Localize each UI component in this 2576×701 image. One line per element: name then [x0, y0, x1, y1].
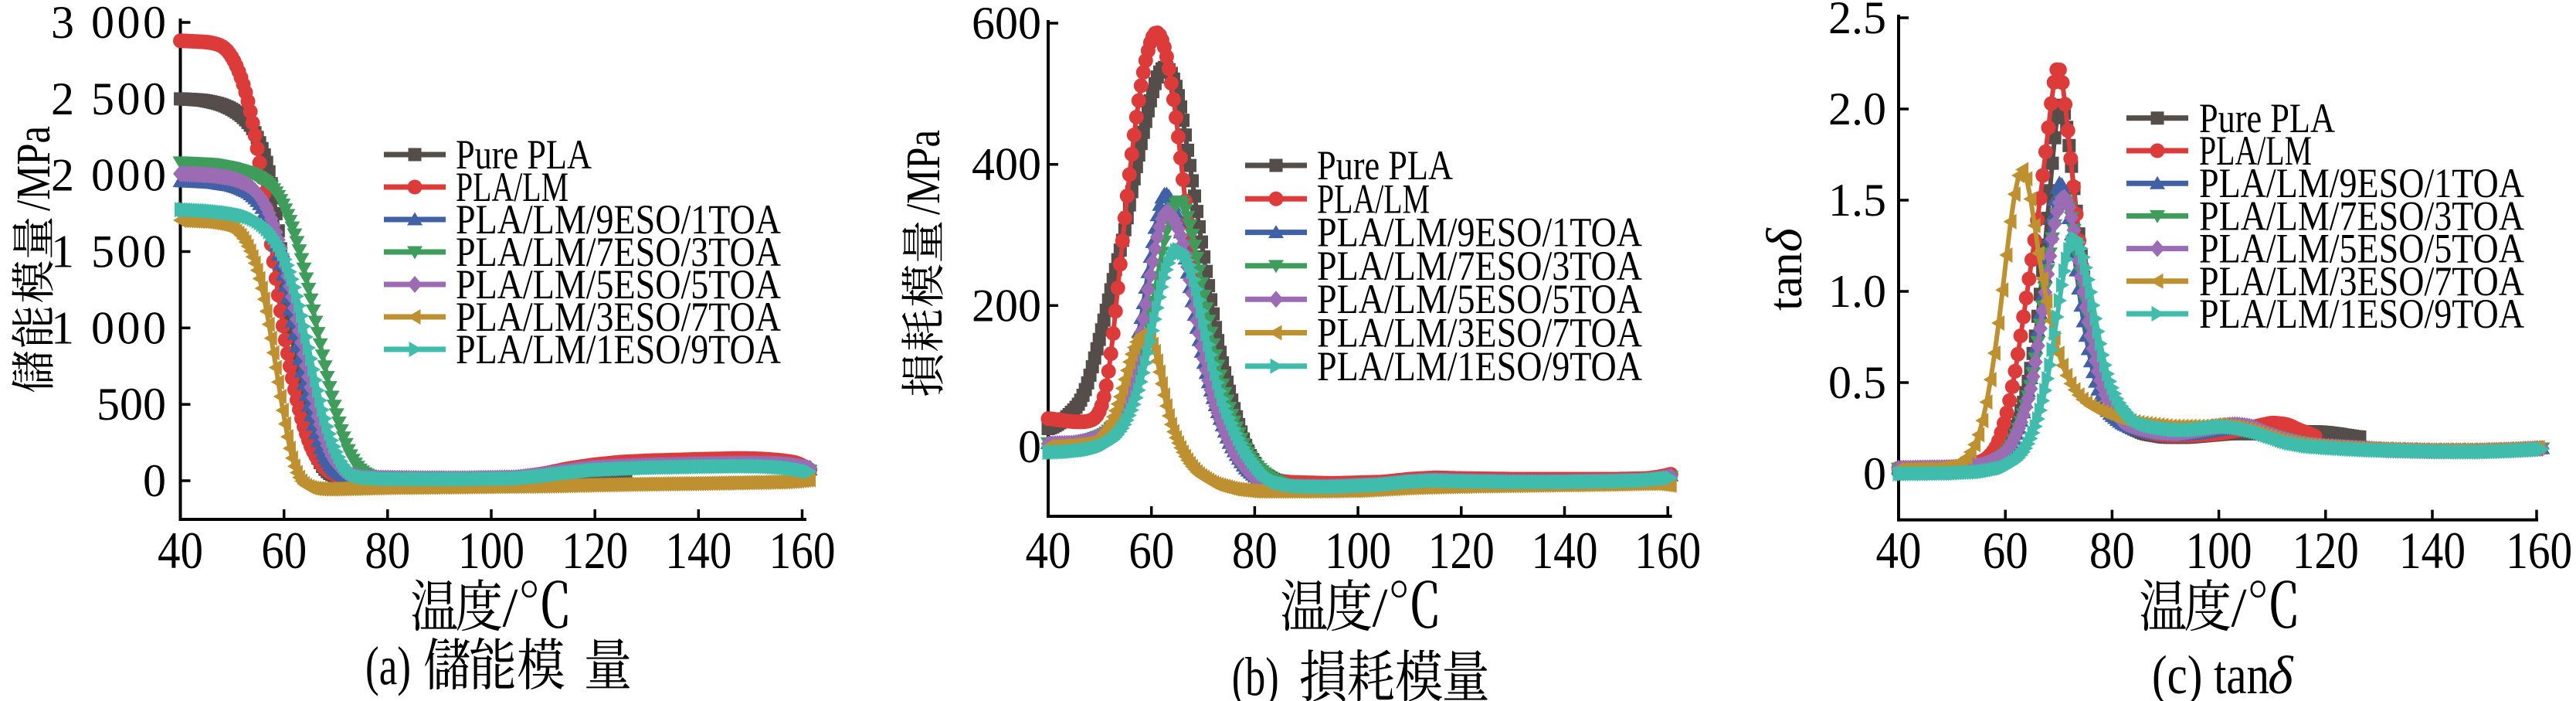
- svg-text:100: 100: [458, 521, 524, 580]
- svg-text:500: 500: [97, 379, 166, 430]
- svg-text:/: /: [1373, 577, 1388, 639]
- svg-text:PLA/LM/5ESO/5TOA: PLA/LM/5ESO/5TOA: [456, 261, 781, 308]
- svg-text:(a): (a): [365, 637, 411, 697]
- svg-text:PLA/LM/7ESO/3TOA: PLA/LM/7ESO/3TOA: [456, 229, 781, 275]
- svg-text:160: 160: [769, 521, 836, 580]
- svg-text:PLA/LM/7ESO/3TOA: PLA/LM/7ESO/3TOA: [1317, 243, 1642, 289]
- svg-text:1 000: 1 000: [51, 302, 166, 353]
- svg-text:80: 80: [365, 521, 410, 580]
- svg-text:(c) tan: (c) tan: [2152, 645, 2269, 701]
- svg-text:0: 0: [1018, 421, 1041, 472]
- svg-text:0: 0: [1863, 448, 1886, 499]
- svg-text:40: 40: [1026, 521, 1071, 580]
- svg-text:120: 120: [562, 521, 628, 580]
- svg-text:PLA/LM/3ESO/7TOA: PLA/LM/3ESO/7TOA: [1317, 310, 1642, 356]
- svg-text:100: 100: [1325, 521, 1391, 580]
- svg-text:PLA/LM/9ESO/1TOA: PLA/LM/9ESO/1TOA: [1317, 209, 1642, 256]
- svg-text:60: 60: [1983, 521, 2028, 580]
- svg-text:PLA/LM/5ESO/5TOA: PLA/LM/5ESO/5TOA: [1317, 276, 1642, 322]
- svg-text:δ: δ: [1756, 227, 1813, 252]
- svg-text:160: 160: [1634, 521, 1701, 580]
- svg-text:3 000: 3 000: [51, 0, 166, 48]
- svg-text:PLA/LM/1ESO/9TOA: PLA/LM/1ESO/9TOA: [2199, 291, 2524, 337]
- svg-text:/MPa: /MPa: [898, 130, 950, 215]
- svg-text:400: 400: [972, 139, 1041, 190]
- svg-text:80: 80: [1232, 521, 1278, 580]
- svg-text:40: 40: [1876, 521, 1922, 580]
- svg-text:140: 140: [665, 521, 731, 580]
- svg-text:160: 160: [2506, 521, 2572, 580]
- svg-text:δ: δ: [2268, 646, 2294, 701]
- svg-text:1 500: 1 500: [51, 226, 166, 277]
- svg-text:200: 200: [972, 280, 1041, 331]
- svg-text:Pure PLA: Pure PLA: [2199, 95, 2335, 141]
- svg-text:2.5: 2.5: [1828, 0, 1886, 43]
- svg-text:Pure PLA: Pure PLA: [1317, 142, 1453, 189]
- svg-text:Pure PLA: Pure PLA: [456, 131, 592, 178]
- svg-text:(b): (b): [1232, 648, 1279, 701]
- svg-text:PLA/LM/9ESO/1TOA: PLA/LM/9ESO/1TOA: [456, 196, 781, 243]
- svg-text:PLA/LM: PLA/LM: [456, 164, 568, 210]
- svg-text:60: 60: [261, 521, 307, 580]
- svg-text:tan: tan: [1760, 252, 1812, 311]
- svg-text:1.5: 1.5: [1828, 175, 1886, 226]
- svg-text:PLA/LM/1ESO/9TOA: PLA/LM/1ESO/9TOA: [1317, 343, 1642, 390]
- svg-text:60: 60: [1128, 521, 1174, 580]
- svg-text:2 000: 2 000: [51, 150, 166, 201]
- svg-text:120: 120: [2293, 521, 2359, 580]
- svg-text:140: 140: [1532, 521, 1598, 580]
- svg-text:1.0: 1.0: [1828, 266, 1886, 317]
- svg-text:/MPa: /MPa: [8, 126, 60, 211]
- svg-text:2.0: 2.0: [1828, 83, 1886, 134]
- svg-text:/: /: [503, 577, 518, 639]
- svg-text:PLA/LM/1ESO/9TOA: PLA/LM/1ESO/9TOA: [456, 326, 781, 373]
- svg-text:140: 140: [2399, 521, 2466, 580]
- svg-text:PLA/LM/3ESO/7TOA: PLA/LM/3ESO/7TOA: [2199, 258, 2524, 305]
- svg-text:80: 80: [2089, 521, 2135, 580]
- svg-text:PLA/LM: PLA/LM: [1317, 175, 1430, 222]
- svg-text:PLA/LM: PLA/LM: [2199, 128, 2312, 174]
- svg-text:/: /: [2232, 577, 2247, 639]
- svg-text:600: 600: [972, 0, 1041, 49]
- svg-text:2 500: 2 500: [51, 73, 166, 124]
- svg-text:PLA/LM/9ESO/1TOA: PLA/LM/9ESO/1TOA: [2199, 160, 2524, 206]
- svg-text:120: 120: [1428, 521, 1495, 580]
- svg-text:0: 0: [143, 455, 166, 506]
- svg-text:100: 100: [2186, 521, 2252, 580]
- svg-text:PLA/LM/7ESO/3TOA: PLA/LM/7ESO/3TOA: [2199, 192, 2524, 239]
- svg-text:40: 40: [158, 521, 203, 580]
- svg-text:PLA/LM/3ESO/7TOA: PLA/LM/3ESO/7TOA: [456, 294, 781, 340]
- svg-text:0.5: 0.5: [1828, 357, 1886, 408]
- svg-text:PLA/LM/5ESO/5TOA: PLA/LM/5ESO/5TOA: [2199, 226, 2524, 272]
